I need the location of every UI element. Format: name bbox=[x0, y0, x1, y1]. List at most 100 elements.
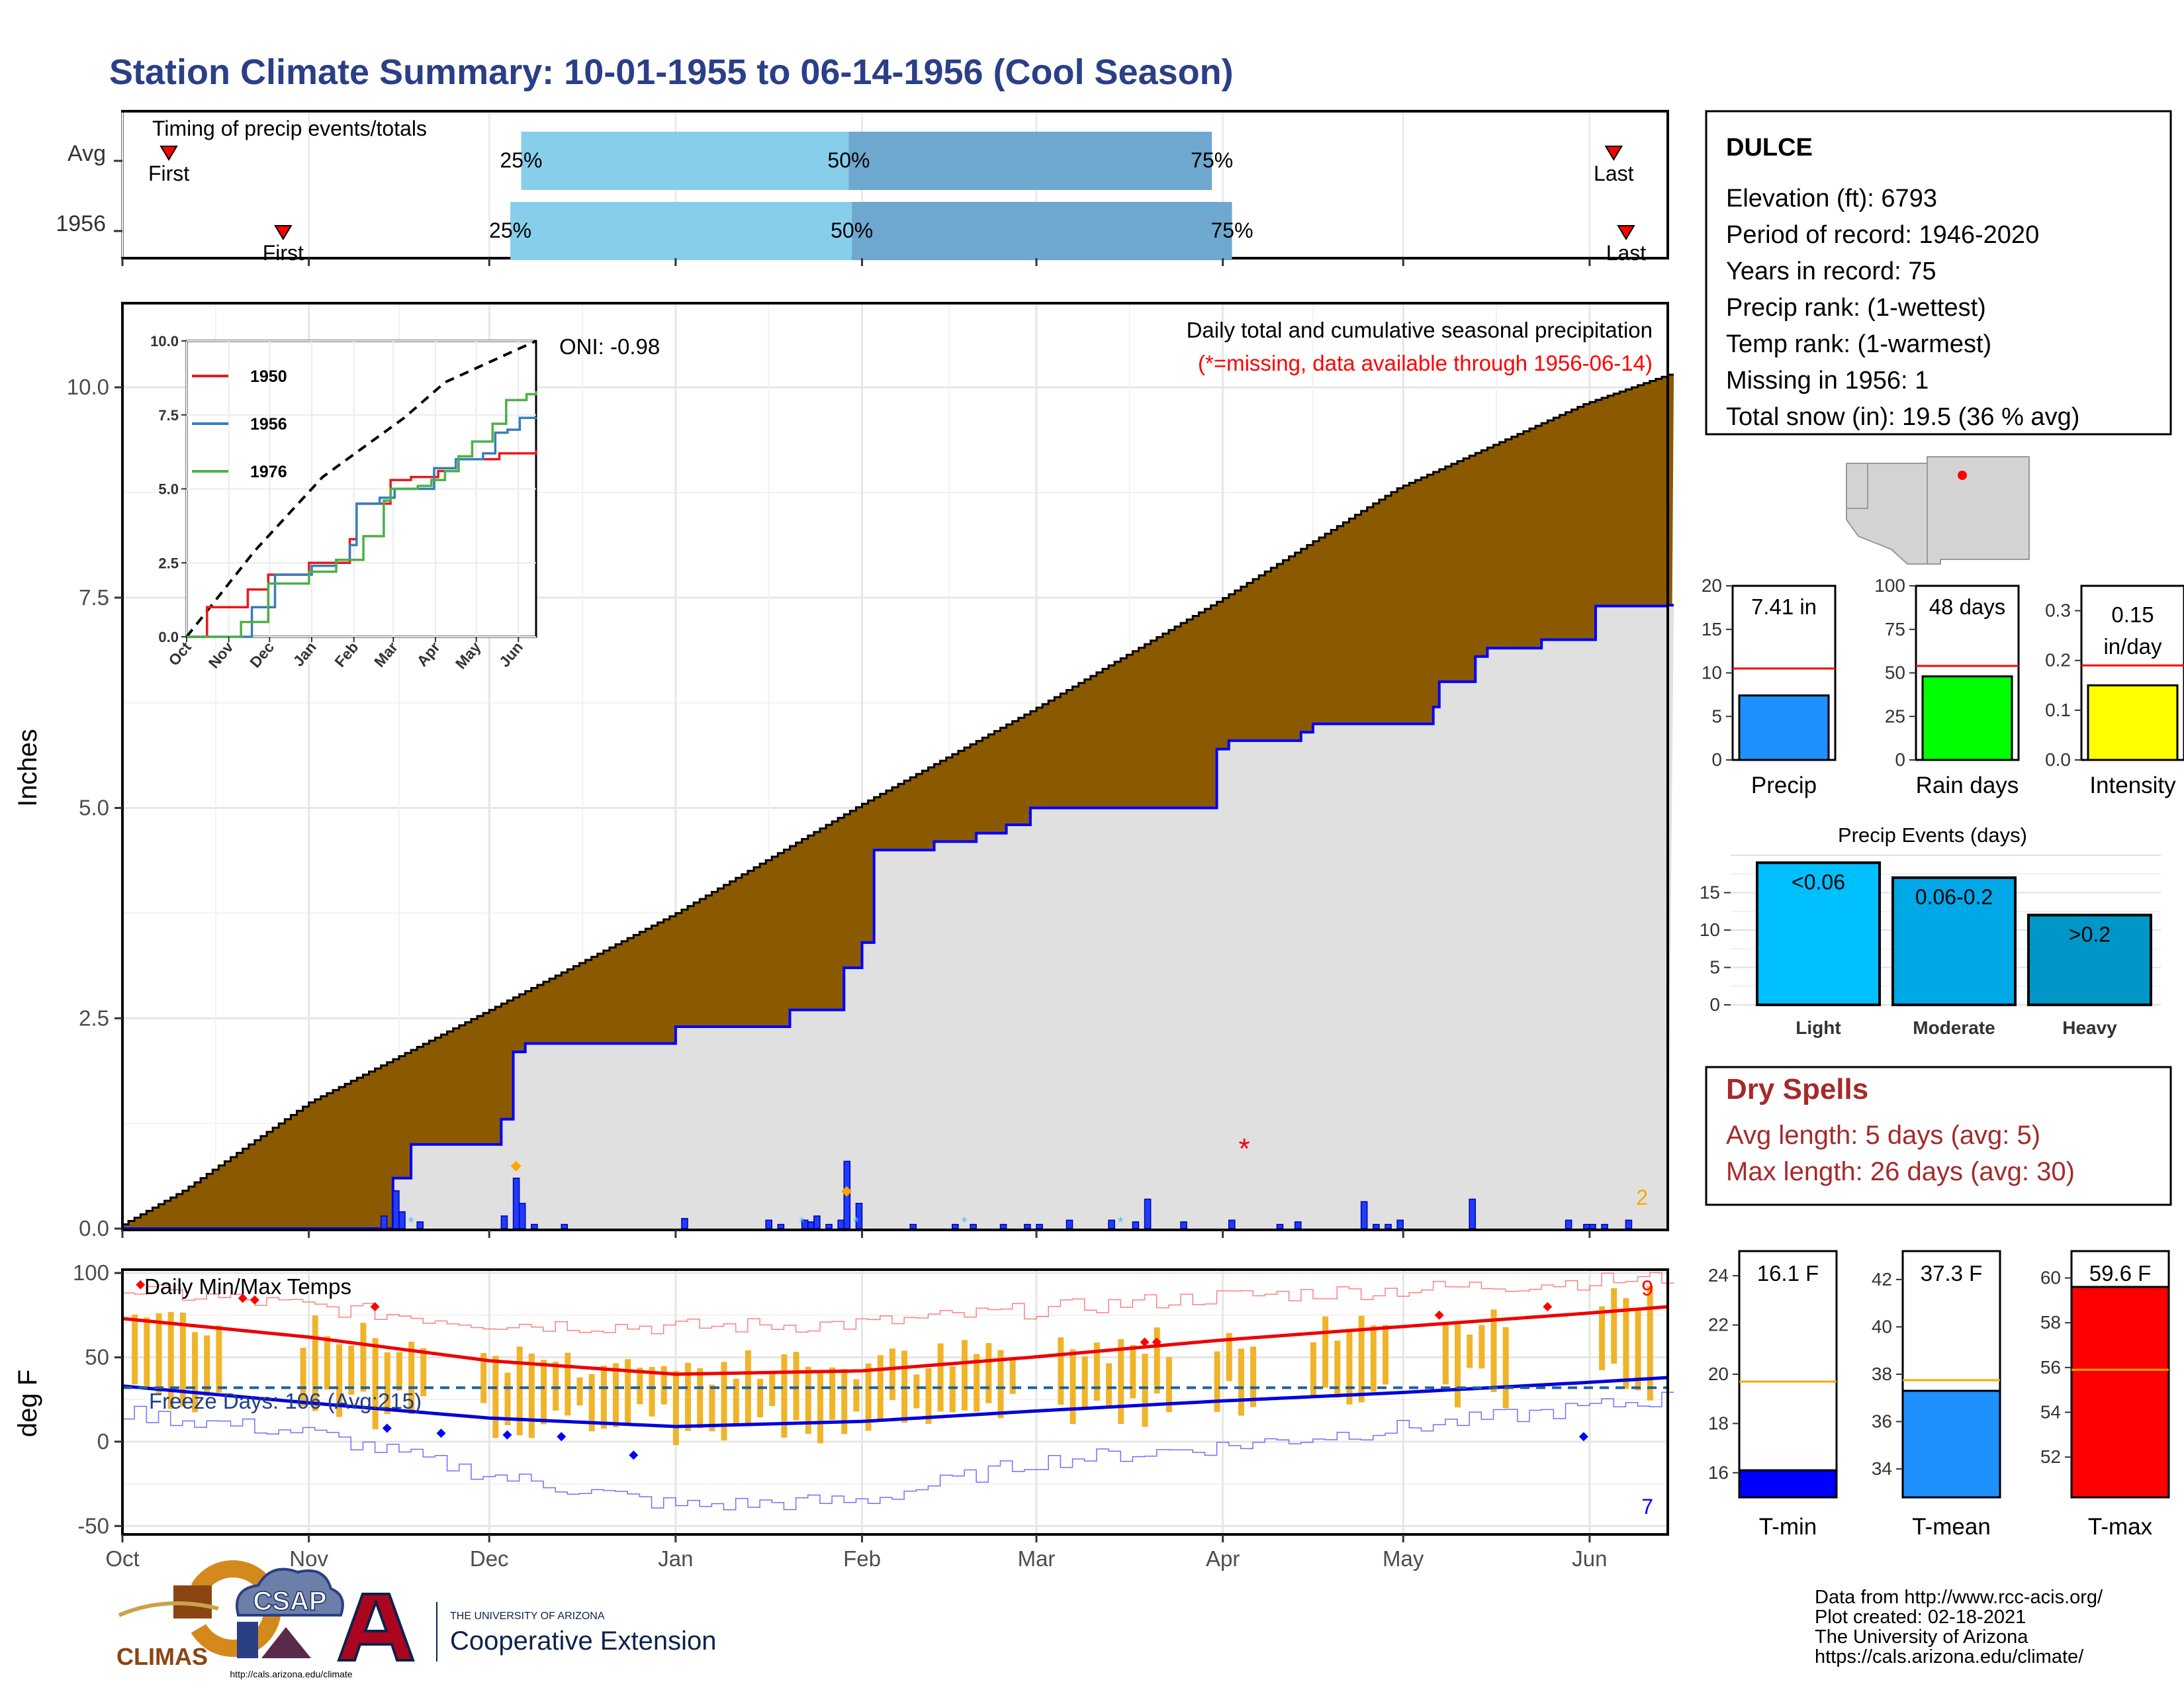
record-low-marker bbox=[382, 1423, 392, 1433]
daily-precip-bar bbox=[531, 1223, 538, 1229]
footer: Data from http://www.rcc-acis.org/ Plot … bbox=[116, 1560, 2103, 1679]
precip-event-bar-moderate bbox=[1891, 876, 2017, 1007]
daily-temp-bar bbox=[372, 1338, 379, 1430]
timing-percent-label: 50% bbox=[827, 148, 870, 172]
daily-temp-bar bbox=[1118, 1339, 1124, 1425]
footer-url: https://cals.arizona.edu/climate/ bbox=[1815, 1646, 2084, 1667]
avg-max-line bbox=[122, 1305, 1668, 1376]
daily-temp-bar bbox=[805, 1366, 811, 1434]
daily-temp-bar bbox=[1334, 1340, 1341, 1398]
daily-precip-bar bbox=[380, 1215, 388, 1229]
csap-logo-text: CSAP bbox=[253, 1587, 326, 1616]
daily-precip-bar bbox=[681, 1217, 688, 1229]
daily-precip-bar bbox=[1180, 1221, 1187, 1229]
precip-annotation-missing: (*=missing, data available through 1956-… bbox=[1198, 351, 1653, 375]
record-high-marker bbox=[1140, 1337, 1150, 1347]
timing-last-label: Last bbox=[1606, 241, 1647, 265]
month-tick-label: Nov bbox=[289, 1546, 328, 1571]
daily-precip-bar bbox=[1565, 1219, 1572, 1229]
station-temp-rank: Temp rank: (1-warmest) bbox=[1726, 330, 1991, 358]
small-bar-tick-label: 20 bbox=[1702, 575, 1722, 596]
daily-temp-bar bbox=[1623, 1297, 1629, 1389]
timing-percent-label: 75% bbox=[1211, 218, 1253, 242]
temp-count-top: 9 bbox=[1641, 1276, 1653, 1300]
month-tick-label: Mar bbox=[1018, 1546, 1056, 1571]
temp-bar-tick-label: 34 bbox=[1872, 1458, 1892, 1479]
precip-event-tick-label: 0 bbox=[1709, 994, 1720, 1015]
record-high-marker bbox=[238, 1293, 248, 1303]
daily-temp-bar bbox=[1226, 1333, 1232, 1382]
daily-temp-bar bbox=[877, 1355, 884, 1421]
daily-temp-bar bbox=[769, 1374, 776, 1406]
daily-temp-bar bbox=[985, 1342, 992, 1403]
precip-ytick-label: 7.5 bbox=[79, 585, 109, 610]
daily-temp-bar bbox=[312, 1315, 318, 1411]
daily-precip-bar bbox=[1583, 1223, 1590, 1229]
daily-temp-bar bbox=[637, 1367, 643, 1405]
station-info-box: DULCE Elevation (ft): 6793 Period of rec… bbox=[1705, 110, 2172, 436]
temp-bar-name: T-min bbox=[1759, 1514, 1817, 1540]
daily-precip-bar bbox=[777, 1223, 785, 1229]
record-min-line bbox=[122, 1391, 1674, 1511]
daily-temp-bar bbox=[384, 1352, 390, 1415]
precip-event-bar-label: 0.06-0.2 bbox=[1915, 885, 1993, 909]
daily-temp-bar bbox=[1490, 1309, 1497, 1392]
inset-legend-label: 1976 bbox=[250, 463, 287, 481]
daily-temp-bar bbox=[865, 1363, 872, 1431]
temp-ylabel: deg F bbox=[13, 1370, 42, 1437]
small-bar-name: Precip bbox=[1751, 773, 1817, 798]
daily-precip-bar bbox=[1228, 1219, 1236, 1229]
temp-bar-tick-label: 42 bbox=[1872, 1269, 1892, 1289]
month-tick-label: Dec bbox=[470, 1546, 509, 1571]
temp-ytick-label: 100 bbox=[73, 1260, 109, 1285]
small-bar-tick-label: 0 bbox=[1711, 749, 1722, 770]
temp-bar-t-mean bbox=[1901, 1389, 2001, 1499]
small-bar-name: Rain days bbox=[1916, 773, 2019, 798]
daily-temp-bar bbox=[709, 1384, 715, 1432]
daily-temp-bar bbox=[588, 1374, 595, 1432]
temp-count-bottom: 7 bbox=[1641, 1495, 1653, 1519]
daily-temp-bar bbox=[420, 1348, 427, 1397]
daily-precip-bar bbox=[518, 1203, 526, 1229]
daily-precip-bar bbox=[837, 1219, 845, 1229]
daily-temp-bar bbox=[793, 1352, 799, 1421]
ua-logo-big: Cooperative Extension bbox=[450, 1626, 716, 1656]
daily-temp-bar bbox=[697, 1368, 704, 1429]
precip-event-category: Heavy bbox=[2062, 1017, 2117, 1038]
station-missing: Missing in 1956: 1 bbox=[1726, 367, 1929, 395]
daily-temp-bar bbox=[1310, 1342, 1316, 1397]
daily-temp-bar bbox=[1599, 1306, 1606, 1370]
daily-temp-bar bbox=[1346, 1329, 1353, 1405]
missing-marker: * bbox=[1238, 1133, 1250, 1165]
page-title: Station Climate Summary: 10-01-1955 to 0… bbox=[109, 52, 1234, 92]
daily-temp-bar bbox=[492, 1356, 499, 1438]
daily-precip-bar bbox=[1601, 1223, 1608, 1229]
daily-temp-bar bbox=[733, 1378, 739, 1424]
temp-bar-frame bbox=[1738, 1250, 1838, 1499]
small-bar-name: Intensity bbox=[2089, 773, 2176, 798]
small-bar-intensity bbox=[2087, 684, 2179, 761]
daily-temp-bar bbox=[841, 1369, 848, 1434]
temp-bar-name: T-mean bbox=[1912, 1514, 1991, 1540]
station-period: Period of record: 1946-2020 bbox=[1726, 221, 2039, 249]
daily-temp-bar bbox=[781, 1354, 788, 1438]
daily-temp-bar bbox=[937, 1343, 944, 1412]
small-bar-label-unit: in/day bbox=[2103, 634, 2162, 659]
precip-event-category: Moderate bbox=[1913, 1017, 1995, 1038]
record-high-marker bbox=[370, 1302, 380, 1312]
daily-precip-bar bbox=[512, 1177, 520, 1229]
daily-temp-bar bbox=[1358, 1315, 1365, 1403]
footer-plot-created: Plot created: 02-18-2021 bbox=[1815, 1607, 2026, 1628]
small-bar-tick-label: 15 bbox=[1702, 619, 1722, 639]
daily-precip-bar bbox=[813, 1215, 821, 1229]
temp-bar-label: 59.6 F bbox=[2089, 1261, 2152, 1286]
daily-temp-bar bbox=[913, 1374, 920, 1409]
csap-logo-url: http://cals.arizona.edu/climate bbox=[230, 1669, 352, 1679]
daily-temp-bar bbox=[132, 1314, 138, 1385]
month-tick-label: Oct bbox=[105, 1546, 139, 1571]
daily-temp-bar bbox=[1611, 1288, 1617, 1364]
small-bar-label: 0.15 bbox=[2111, 602, 2154, 627]
daily-temp-bar bbox=[1635, 1307, 1641, 1391]
temp-ytick-label: -50 bbox=[77, 1513, 109, 1538]
month-tick-label: Jan bbox=[658, 1546, 693, 1571]
